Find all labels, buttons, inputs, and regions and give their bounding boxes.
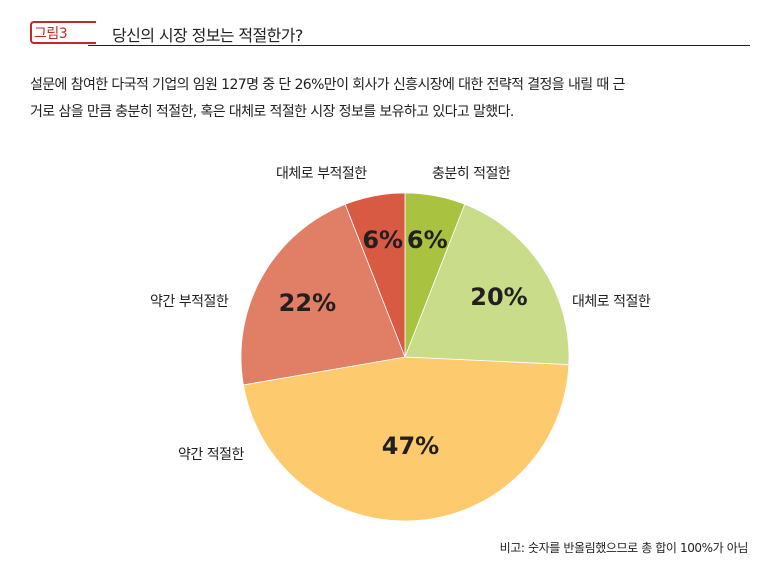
slice-value-label: 47% [382,432,439,460]
slice-value-label: 20% [470,283,527,311]
header-rule [88,45,750,46]
slice-category-label: 약간 적절한 [178,447,244,463]
pie-slice [242,356,570,522]
pie-value-labels: 6% 20% 47% 22% 6% [279,226,528,460]
slice-value-label: 6% [407,226,448,254]
slice-category-label: 대체로 부적절한 [276,166,367,182]
description-line-1: 설문에 참여한 다국적 기업의 임원 127명 중 단 26%만이 회사가 신흥… [30,77,625,93]
slice-value-label: 6% [362,226,403,254]
pie-slice [404,203,570,366]
footnote: 비고: 숫자를 반올림했으므로 총 합이 100%가 아님 [499,541,749,555]
figure-tag: 그림3 [34,26,68,42]
slice-category-label: 대체로 적절한 [572,294,651,310]
slice-category-label: 약간 부적절한 [150,294,229,310]
figure-description: 설문에 참여한 다국적 기업의 임원 127명 중 단 26%만이 회사가 신흥… [30,72,746,126]
description-line-2: 거로 삼을 만큼 충분히 적절한, 혹은 대체로 적절한 시장 정보를 보유하고… [30,104,514,120]
pie-slice [344,192,406,358]
slice-value-label: 22% [279,289,336,317]
figure-header: 그림3 당신의 시장 정보는 적절한가? [28,18,750,50]
slice-category-label: 충분히 적절한 [432,166,511,182]
figure-tag-bracket [30,21,96,44]
pie-slices [240,192,570,522]
pie-slice [240,203,406,386]
figure-title: 당신의 시장 정보는 적절한가? [112,26,303,45]
